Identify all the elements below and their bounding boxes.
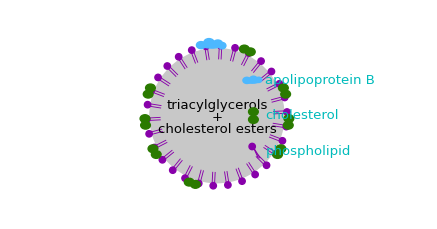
Circle shape — [264, 162, 270, 169]
Ellipse shape — [284, 115, 294, 123]
Ellipse shape — [218, 42, 226, 49]
Circle shape — [182, 175, 188, 181]
Circle shape — [176, 54, 182, 60]
Circle shape — [159, 157, 166, 163]
Ellipse shape — [143, 90, 153, 98]
Circle shape — [283, 123, 289, 130]
Ellipse shape — [140, 115, 150, 123]
Ellipse shape — [249, 108, 258, 116]
Ellipse shape — [256, 77, 262, 82]
Ellipse shape — [245, 79, 259, 83]
Circle shape — [268, 68, 274, 75]
Circle shape — [281, 94, 288, 101]
Ellipse shape — [141, 121, 150, 129]
Circle shape — [196, 180, 202, 187]
Circle shape — [144, 116, 150, 123]
Ellipse shape — [239, 45, 249, 53]
Circle shape — [249, 143, 255, 150]
Ellipse shape — [281, 90, 291, 98]
Circle shape — [284, 109, 290, 115]
Circle shape — [170, 167, 176, 173]
Circle shape — [252, 171, 258, 178]
Ellipse shape — [213, 40, 222, 47]
Ellipse shape — [204, 39, 214, 46]
Circle shape — [210, 183, 216, 189]
Text: phospholipid: phospholipid — [265, 145, 351, 158]
Circle shape — [150, 49, 284, 183]
Circle shape — [146, 131, 153, 137]
Ellipse shape — [148, 145, 158, 153]
Text: cholesterol: cholesterol — [265, 109, 339, 122]
Ellipse shape — [203, 43, 220, 48]
Circle shape — [151, 144, 158, 151]
Ellipse shape — [284, 121, 293, 129]
Circle shape — [239, 178, 245, 184]
Ellipse shape — [191, 180, 200, 188]
Circle shape — [144, 101, 151, 108]
Ellipse shape — [151, 151, 161, 158]
Text: +: + — [212, 111, 222, 124]
Circle shape — [218, 42, 224, 49]
Ellipse shape — [146, 84, 155, 92]
Circle shape — [225, 182, 231, 188]
Circle shape — [258, 58, 264, 64]
Text: triacylglycerols: triacylglycerols — [166, 98, 267, 112]
Circle shape — [279, 138, 286, 144]
Circle shape — [276, 81, 283, 87]
Ellipse shape — [184, 178, 194, 186]
Circle shape — [203, 43, 209, 49]
Circle shape — [155, 74, 161, 81]
Ellipse shape — [197, 42, 206, 49]
Text: apolipoprotein B: apolipoprotein B — [265, 74, 375, 87]
Circle shape — [164, 63, 170, 69]
Circle shape — [246, 50, 252, 56]
Ellipse shape — [278, 84, 288, 92]
Ellipse shape — [246, 48, 255, 56]
Circle shape — [273, 151, 279, 157]
Circle shape — [148, 87, 155, 94]
Ellipse shape — [276, 145, 286, 153]
Ellipse shape — [273, 151, 282, 158]
Ellipse shape — [250, 76, 257, 82]
Text: cholesterol esters: cholesterol esters — [157, 123, 276, 136]
Circle shape — [189, 47, 195, 53]
Circle shape — [232, 45, 238, 51]
Ellipse shape — [249, 116, 258, 123]
Ellipse shape — [243, 77, 251, 83]
